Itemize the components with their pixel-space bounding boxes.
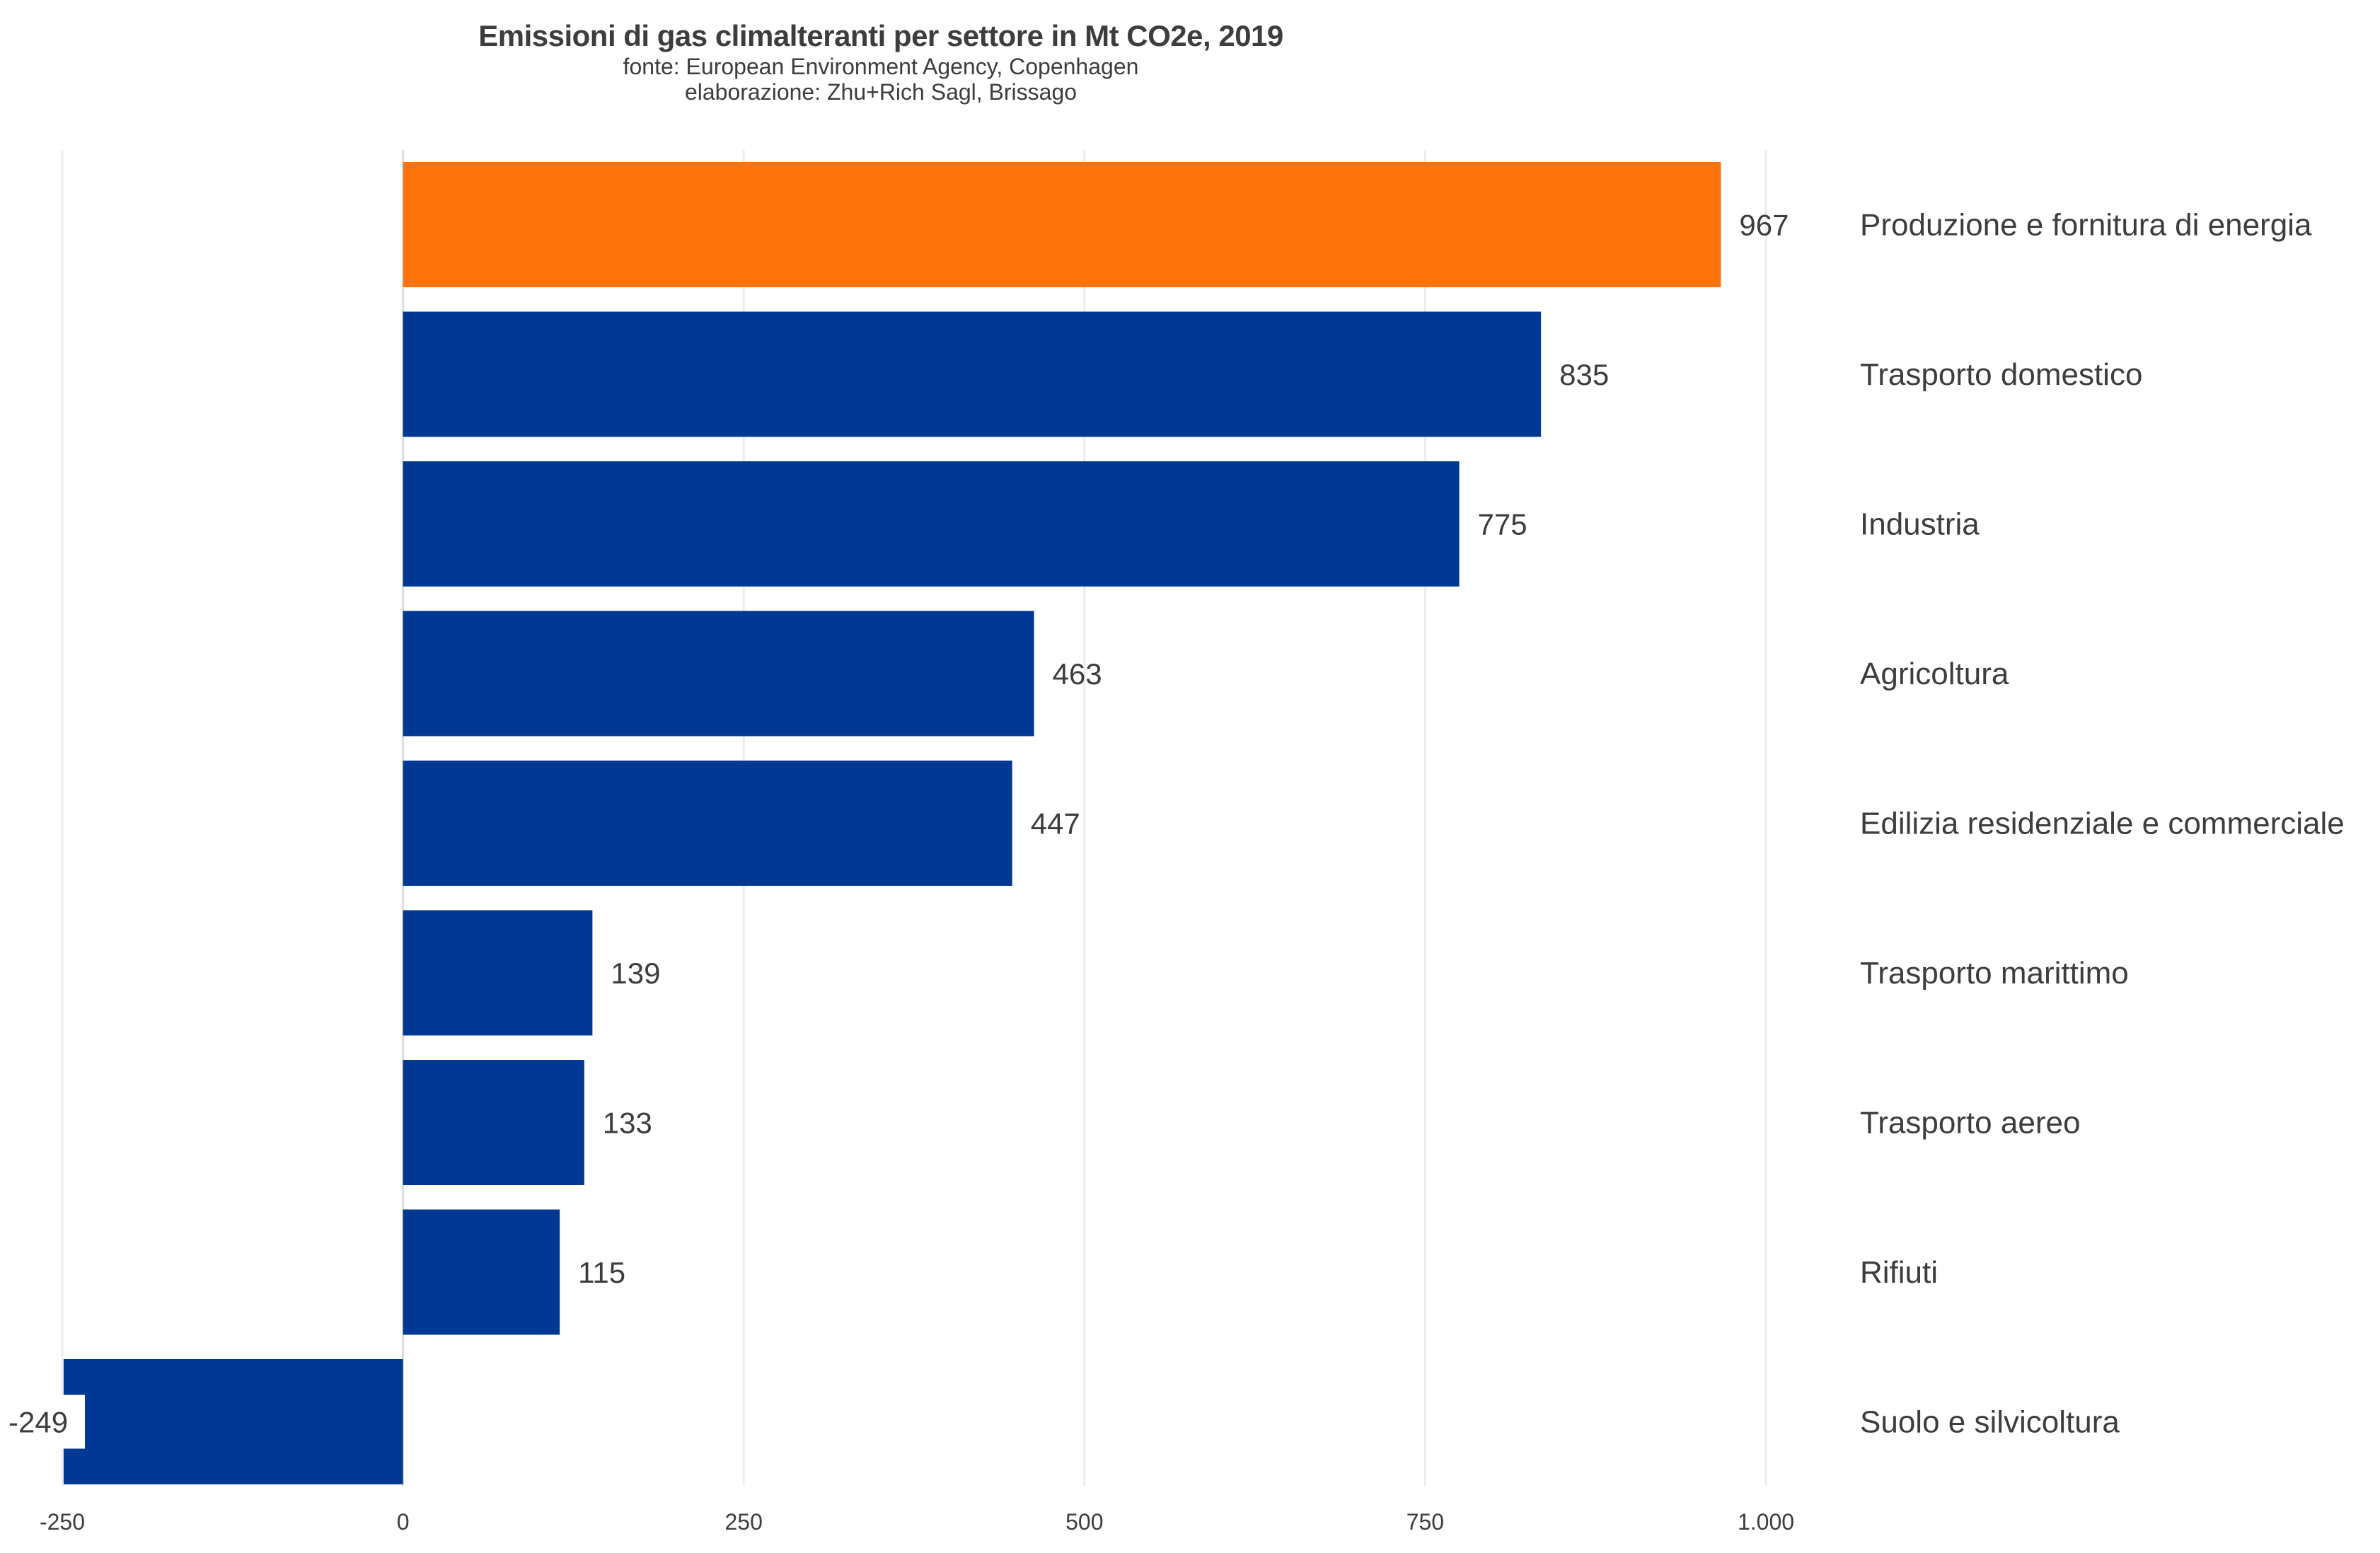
x-tick-label: 500 [1065,1509,1103,1535]
category-label: Trasporto aereo [1860,1106,2080,1141]
value-label: 835 [1559,358,1609,391]
x-tick-label: 1.000 [1738,1509,1794,1535]
value-label: 447 [1031,807,1080,841]
category-label: Trasporto domestico [1860,357,2142,392]
bar [403,461,1460,587]
bar [403,910,593,1036]
value-label: 967 [1739,209,1789,242]
category-label: Edilizia residenziale e commerciale [1860,807,2345,841]
chart-subtitle-source: fonte: European Environment Agency, Cope… [623,54,1139,79]
chart-subtitle-elaboration: elaborazione: Zhu+Rich Sagl, Brissago [684,79,1078,105]
value-label: -249 [8,1406,68,1439]
category-label: Rifiuti [1860,1255,1938,1290]
chart-titles: Emissioni di gas climalteranti per setto… [0,18,1762,105]
bar [403,761,1012,886]
category-label: Suolo e silvicoltura [1860,1405,2120,1440]
x-tick-label: 0 [397,1509,410,1535]
bar [403,162,1721,287]
category-label: Agricoltura [1860,657,2009,691]
value-label: 463 [1053,657,1102,691]
value-label: 133 [603,1107,652,1140]
value-label: 139 [611,957,660,990]
bar [403,1209,560,1335]
value-label: 775 [1478,508,1527,541]
value-labels: 967 835 775 463 447 139 133 115 -249 [0,209,1789,1449]
chart-title: Emissioni di gas climalteranti per setto… [478,19,1283,52]
category-label: Produzione e fornitura di energia [1860,208,2312,243]
x-axis-ticks: -250 0 250 500 750 1.000 [40,1509,1794,1535]
x-tick-label: -250 [40,1509,85,1535]
value-label: 115 [578,1256,625,1289]
bar [403,1060,584,1185]
value-label-background [0,1395,85,1449]
x-tick-label: 750 [1406,1509,1444,1535]
bar [403,311,1542,437]
bar [63,1359,403,1484]
x-tick-label: 250 [725,1509,763,1535]
category-label: Trasporto marittimo [1860,956,2129,991]
bar [403,611,1034,737]
category-label: Industria [1860,507,1980,542]
bars [63,162,1721,1484]
category-labels: Produzione e fornitura di energia Traspor… [1860,208,2345,1440]
